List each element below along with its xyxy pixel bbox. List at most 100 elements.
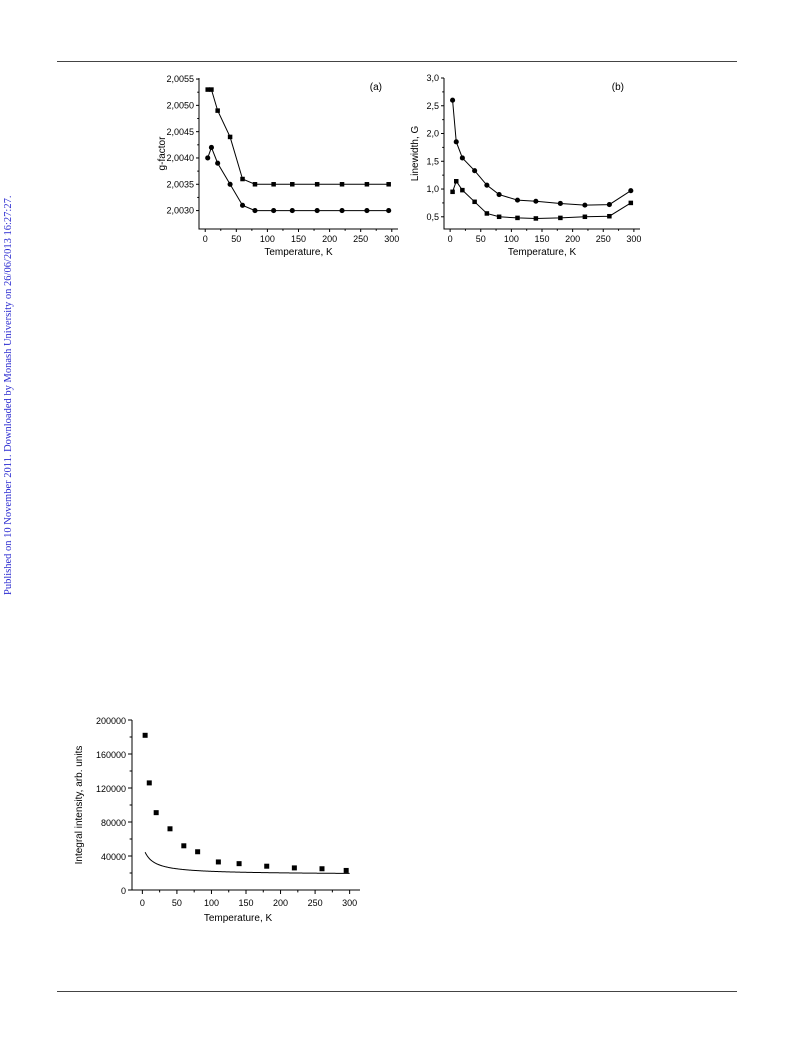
data-point	[472, 199, 477, 205]
x-axis-title: Temperature, K	[204, 913, 273, 924]
y-tick-label: 2,0055	[166, 74, 194, 84]
data-point	[195, 849, 201, 855]
x-tick-label: 0	[448, 234, 453, 244]
data-point	[215, 108, 220, 113]
x-tick-label: 300	[384, 234, 399, 244]
data-point	[386, 182, 391, 187]
data-point	[252, 208, 258, 214]
data-point	[153, 810, 159, 816]
y-axis-title: g-factor	[157, 136, 168, 171]
series-line-2	[452, 180, 632, 219]
x-tick-label: 200	[273, 898, 288, 908]
data-point	[227, 181, 233, 187]
data-point	[628, 200, 634, 206]
x-tick-label: 50	[231, 234, 241, 244]
y-tick-label: 0,5	[426, 212, 439, 222]
chart-b: 0 50 100 150 200 250 300 0,5 1,0 1,5 2,0 2,5 3,0 Temp…	[410, 73, 641, 258]
chart-a: 0 50 100 150 200 250 300 2,0030 2,0035 2,0040 2,00…	[157, 74, 399, 258]
y-tick-label: 2,5	[426, 101, 439, 111]
data-point	[606, 202, 612, 208]
data-point	[289, 208, 295, 214]
y-tick-label: 0	[121, 886, 126, 896]
data-point	[240, 176, 245, 182]
data-point	[450, 97, 456, 103]
data-point	[227, 134, 233, 140]
data-point	[236, 861, 242, 867]
data-point	[472, 168, 478, 174]
y-tick-label: 2,0030	[166, 206, 194, 216]
data-point	[239, 202, 246, 208]
x-tick-label: 300	[626, 234, 641, 244]
axes-frame	[131, 720, 360, 891]
x-tick-label: 150	[291, 234, 306, 244]
y-tick-label: 3,0	[426, 73, 439, 83]
data-point	[582, 214, 588, 220]
x-tick-label: 150	[238, 898, 253, 908]
data-point	[496, 214, 502, 220]
data-point	[142, 732, 148, 738]
x-tick-label: 150	[534, 234, 549, 244]
data-point	[364, 208, 370, 214]
y-tick-label: 120000	[96, 784, 126, 794]
x-tick-label: 250	[596, 234, 611, 244]
data-point	[607, 213, 612, 219]
x-tick-label: 0	[203, 234, 208, 244]
data-point	[339, 208, 345, 214]
x-tick-label: 100	[260, 234, 275, 244]
data-point	[453, 139, 459, 145]
data-point	[215, 160, 221, 166]
data-point	[339, 182, 345, 187]
data-point	[558, 215, 563, 221]
data-point	[386, 208, 392, 214]
x-tick-label: 200	[565, 234, 580, 244]
data-point	[215, 859, 221, 865]
x-axis-title: Temperature, K	[508, 247, 577, 258]
x-tick-label: 250	[308, 898, 323, 908]
data-point	[460, 187, 465, 193]
data-point	[484, 182, 490, 188]
x-tick-label: 300	[342, 898, 357, 908]
data-point	[484, 211, 490, 216]
series-line-1	[207, 89, 389, 185]
bottom-rule	[57, 991, 737, 992]
y-axis-title: Integral intensity, arb. units	[74, 746, 85, 865]
data-point	[208, 144, 214, 150]
x-tick-label: 250	[353, 234, 368, 244]
data-point	[450, 189, 455, 195]
x-axis-title: Temperature, K	[264, 247, 333, 258]
series-line-1	[452, 100, 632, 206]
x-tick-label: 50	[172, 898, 182, 908]
y-tick-label: 1,5	[426, 156, 439, 166]
data-point	[290, 182, 295, 187]
data-point	[205, 87, 210, 92]
data-point	[209, 87, 214, 92]
data-point	[515, 215, 520, 221]
data-point	[314, 208, 320, 214]
panel-label: (b)	[612, 82, 624, 93]
data-point	[252, 182, 258, 187]
y-tick-label: 200000	[96, 716, 126, 726]
axes-frame	[198, 78, 398, 230]
x-tick-label: 0	[140, 898, 145, 908]
data-point	[533, 216, 539, 221]
y-tick-label: 2,0045	[166, 127, 194, 137]
y-tick-label: 2,0050	[166, 101, 194, 111]
y-tick-label: 80000	[101, 818, 126, 828]
data-point	[181, 843, 187, 849]
x-tick-label: 100	[204, 898, 219, 908]
data-point	[291, 865, 297, 871]
data-point	[514, 197, 521, 203]
data-point	[167, 826, 173, 832]
panel-label: (a)	[370, 82, 382, 93]
axes-frame	[443, 78, 640, 230]
data-point	[264, 863, 270, 869]
data-point	[314, 182, 320, 187]
y-tick-label: 160000	[96, 750, 126, 760]
data-point	[459, 155, 465, 161]
data-point	[205, 155, 211, 161]
x-tick-label: 200	[322, 234, 337, 244]
data-point	[454, 179, 459, 184]
y-tick-label: 2,0040	[166, 153, 194, 163]
series-line-2	[207, 146, 389, 212]
